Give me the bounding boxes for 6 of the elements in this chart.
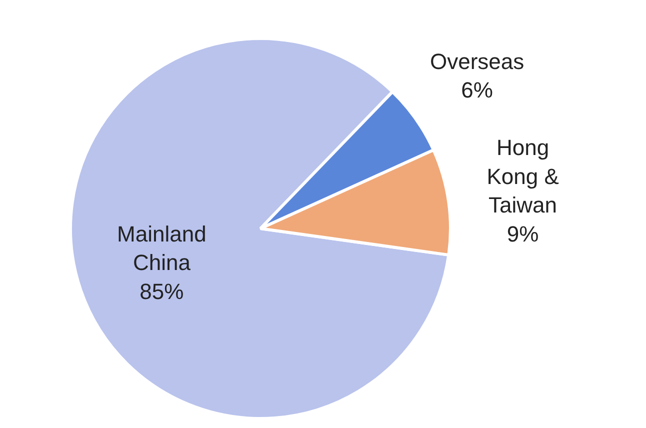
- data-label: 6%: [461, 78, 493, 103]
- data-label: 85%: [140, 278, 184, 304]
- slice-label: Overseas: [430, 48, 524, 74]
- slice-label: Hong Kong & Taiwan: [486, 135, 560, 218]
- data-label: 9%: [506, 221, 539, 246]
- slice-label: Mainland China: [117, 221, 206, 276]
